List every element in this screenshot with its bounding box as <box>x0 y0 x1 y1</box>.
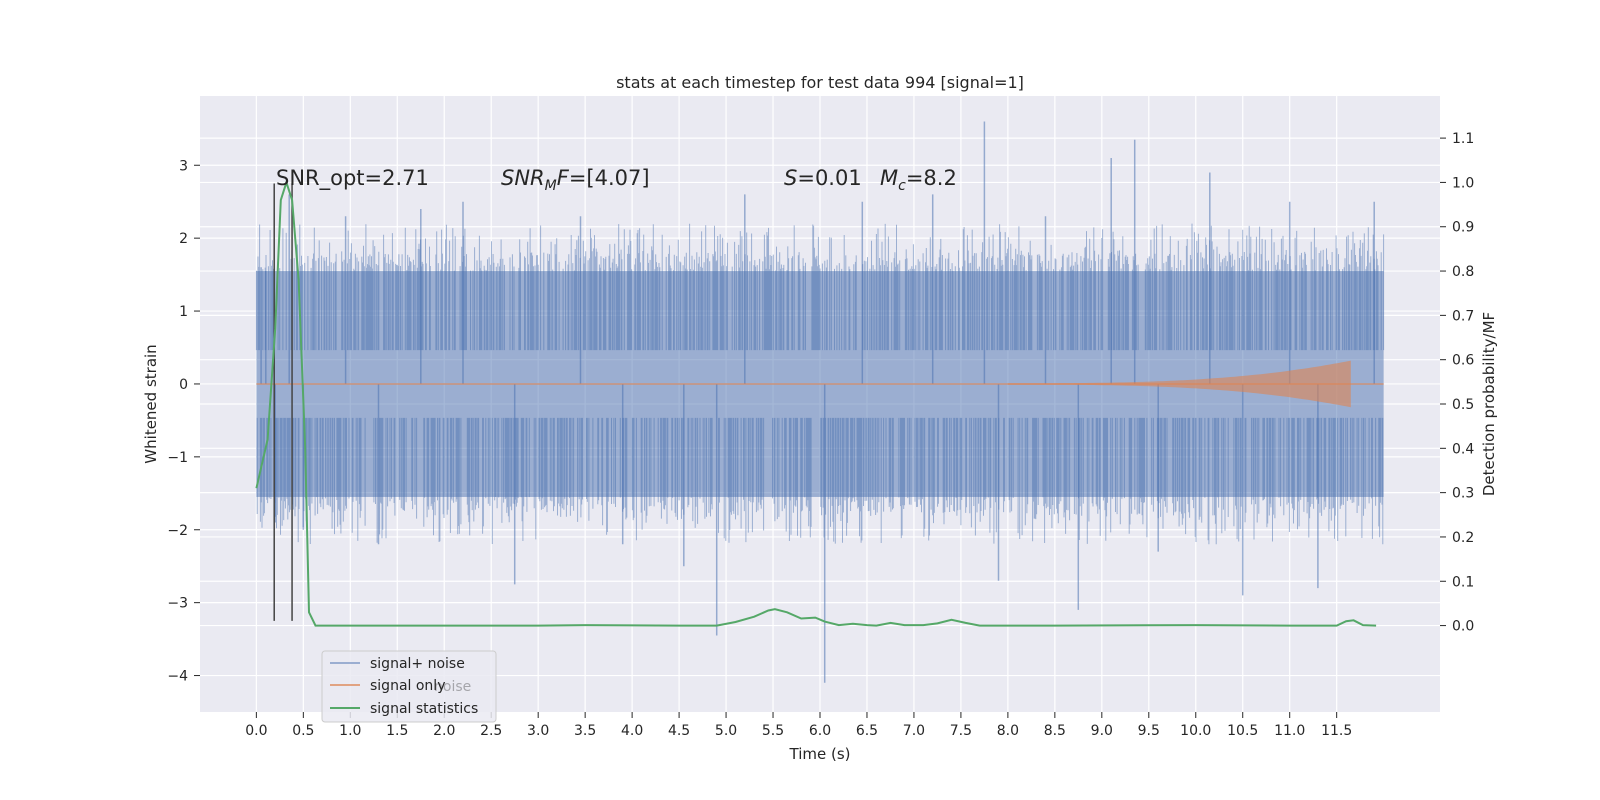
y2-tick-label: 0.9 <box>1452 220 1474 236</box>
annotations: SNR_opt=2.71 SNRMF=[4.07] S=0.01 Mc=8.2 <box>276 166 957 194</box>
x-tick-label: 11.5 <box>1321 723 1352 739</box>
x-tick-label: 9.5 <box>1138 723 1160 739</box>
x-tick-label: 5.0 <box>715 723 737 739</box>
x-tick-label: 6.5 <box>856 723 878 739</box>
signal-only-chirp <box>1007 360 1351 408</box>
legend-label-signal-statistics: signal statistics <box>370 701 478 717</box>
plot-content <box>255 121 1385 683</box>
y-tick-label: −2 <box>167 523 188 539</box>
legend-box <box>321 650 497 723</box>
y-axis-label: Whitened strain <box>142 344 160 463</box>
y2-tick-label: 0.2 <box>1452 530 1474 546</box>
mc-annotation: Mc=8.2 <box>880 166 957 194</box>
x-tick-label: 3.5 <box>574 723 596 739</box>
y-tick-label: −3 <box>167 596 188 612</box>
y2-tick-label: 0.7 <box>1452 308 1474 324</box>
signal-statistics-line <box>255 179 1377 627</box>
s-label: S <box>784 166 797 190</box>
x-tick-label: 7.5 <box>950 723 972 739</box>
y2-tick-label: 0.6 <box>1452 353 1474 369</box>
y2-tick-label: 0.5 <box>1452 397 1474 413</box>
s-annotation: S=0.01 <box>784 166 862 190</box>
axis-ticks: 0.0 0.5 1.0 1.5 2.0 2.5 3.0 3.5 4.0 4.5 5.0 5.5 6.0 6… <box>167 131 1474 739</box>
legend-label-signal-only: signal only <box>370 678 445 694</box>
y2-tick-label: 0.0 <box>1452 619 1474 635</box>
x-tick-label: 4.5 <box>668 723 690 739</box>
y-tick-label: −1 <box>167 450 188 466</box>
x-tick-label: 1.5 <box>386 723 408 739</box>
y2-tick-label: 0.1 <box>1452 574 1474 590</box>
chart-title: stats at each timestep for test data 994… <box>616 73 1024 92</box>
y2-tick-label: 1.1 <box>1452 131 1474 147</box>
x-tick-label: 10.5 <box>1227 723 1258 739</box>
x-tick-label: 2.0 <box>433 723 455 739</box>
x-tick-label: 11.0 <box>1274 723 1305 739</box>
snr-mf-tail: F <box>557 166 570 190</box>
signal-noise-trace <box>255 223 1385 545</box>
y-tick-label: 3 <box>179 158 188 174</box>
x-tick-label: 7.0 <box>903 723 925 739</box>
x-tick-label: 8.0 <box>997 723 1019 739</box>
y2-tick-label: 1.0 <box>1452 175 1474 191</box>
s-value: =0.01 <box>797 166 861 190</box>
snr-opt-annotation: SNR_opt=2.71 <box>276 166 429 191</box>
legend-ghost-text: noise <box>434 679 471 695</box>
x-tick-label: 10.0 <box>1180 723 1211 739</box>
x-tick-label: 5.5 <box>762 723 784 739</box>
x-tick-label: 0.5 <box>292 723 314 739</box>
snr-mf-sub: M <box>545 178 557 194</box>
snr-mf-annotation: SNRMF=[4.07] <box>501 166 650 194</box>
y2-tick-label: 0.3 <box>1452 486 1474 502</box>
snr-mf-value: =[4.07] <box>569 166 650 190</box>
x-tick-label: 3.0 <box>527 723 549 739</box>
x-tick-label: 9.0 <box>1091 723 1113 739</box>
x-tick-label: 0.0 <box>245 723 267 739</box>
legend: noise signal+ noise signal only signal s… <box>321 650 497 723</box>
x-tick-label: 1.0 <box>339 723 361 739</box>
y-tick-label: 0 <box>179 377 188 393</box>
mc-sub: c <box>898 178 906 194</box>
x-tick-label: 2.5 <box>480 723 502 739</box>
y2-tick-label: 0.8 <box>1452 264 1474 280</box>
y-tick-label: 1 <box>179 304 188 320</box>
y2-tick-label: 0.4 <box>1452 441 1474 457</box>
x-tick-label: 4.0 <box>621 723 643 739</box>
mc-label: M <box>880 166 898 190</box>
x-tick-label: 6.0 <box>809 723 831 739</box>
mc-value: =8.2 <box>906 166 957 190</box>
legend-label-signal-noise: signal+ noise <box>370 656 465 672</box>
y2-axis-label: Detection probability/MF <box>1480 312 1498 496</box>
signal-noise-spikes <box>260 121 1375 683</box>
snr-mf-base: SNR <box>501 166 545 190</box>
y-tick-label: 2 <box>179 231 188 247</box>
x-tick-label: 8.5 <box>1044 723 1066 739</box>
y-tick-label: −4 <box>167 669 188 685</box>
x-axis-label: Time (s) <box>789 745 851 763</box>
